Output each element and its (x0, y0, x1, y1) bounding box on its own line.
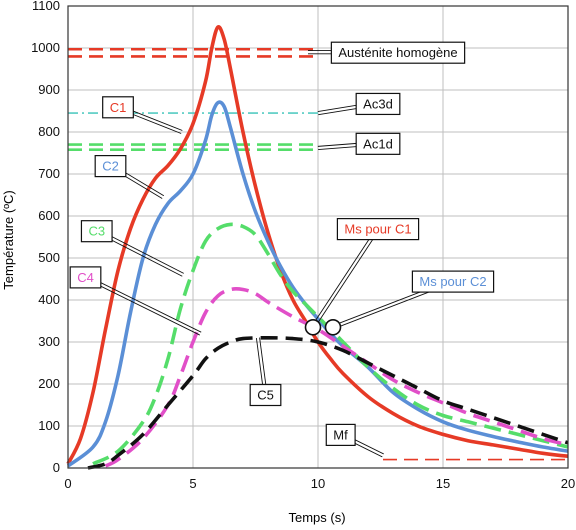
label-c5: C5 (249, 383, 282, 407)
label-text-c5: C5 (257, 388, 274, 403)
ms-markers (304, 318, 342, 336)
label-text-ms-pour-c2: Ms pour C2 (419, 274, 486, 289)
leader-line-c4 (86, 275, 202, 333)
y-tick-label: 1000 (31, 40, 60, 55)
y-tick-label: 600 (38, 208, 60, 223)
y-tick-label: 200 (38, 376, 60, 391)
label-box-c5 (249, 383, 282, 407)
label-text-c4: C4 (77, 270, 94, 285)
series-line-c4 (104, 287, 569, 468)
y-tick-label: 500 (38, 250, 60, 265)
label-box-ms-pour-c1 (336, 218, 420, 241)
label-ms-pour-c1: Ms pour C1 (336, 218, 420, 241)
plot-frame (67, 5, 569, 469)
label-box-ms-pour-c2 (411, 270, 495, 293)
marker-ms-pour-c1 (304, 318, 322, 336)
label-mf: Mf (325, 423, 356, 446)
label-box-ac3d (355, 92, 401, 116)
label-text-ac3d: Ac3d (363, 96, 393, 111)
leader-line-c4 (84, 277, 200, 336)
label-box-c2 (94, 155, 127, 178)
leader-line-ms-pour-c1 (311, 227, 378, 327)
label-ms-pour-c2: Ms pour C2 (411, 270, 495, 293)
label-text-c1: C1 (110, 100, 127, 115)
series-lines (66, 25, 569, 470)
series-line-c5 (87, 336, 569, 470)
label-box-c1 (102, 96, 134, 119)
axes: 0 100 200 300 400 500 600 700 800 900 1000 1100 0 5 10… (31, 0, 575, 491)
x-tick-label: 0 (64, 476, 71, 491)
y-tick-label: 0 (53, 460, 60, 475)
y-tick-label: 700 (38, 166, 60, 181)
label-text-aust-nite-homog-ne: Austénite homogène (338, 45, 457, 60)
y-tick-label: 400 (38, 292, 60, 307)
series-line-c3 (92, 222, 569, 466)
label-c3: C3 (80, 220, 113, 243)
label-text-c3: C3 (88, 224, 105, 239)
x-tick-label: 10 (311, 476, 325, 491)
label-c2: C2 (94, 155, 127, 178)
x-tick-label: 20 (561, 476, 575, 491)
label-text-ac1d: Ac1d (363, 136, 393, 151)
label-aust-nite-homog-ne: Austénite homogène (330, 41, 466, 64)
series-line-c1 (66, 25, 569, 465)
leader-line-ms-pour-c1 (313, 229, 380, 329)
y-axis-label: Température (ºC) (1, 190, 16, 289)
x-tick-label: 15 (436, 476, 450, 491)
x-axis-label: Temps (s) (288, 510, 345, 525)
label-text-c2: C2 (102, 159, 119, 174)
label-text-ms-pour-c1: Ms pour C1 (344, 222, 411, 237)
label-box-c4 (69, 266, 102, 289)
x-tick-label: 5 (189, 476, 196, 491)
y-tick-label: 800 (38, 124, 60, 139)
y-tick-label: 900 (38, 82, 60, 97)
y-tick-label: 100 (38, 418, 60, 433)
label-box-mf (325, 423, 356, 446)
label-box-ac1d (355, 132, 401, 155)
y-tick-label: 300 (38, 334, 60, 349)
label-box-aust-nite-homog-ne (330, 41, 466, 64)
marker-ms-pour-c2 (324, 318, 342, 336)
label-c4: C4 (69, 266, 102, 289)
label-box-c3 (80, 220, 113, 243)
label-text-mf: Mf (333, 427, 348, 442)
label-ac1d: Ac1d (355, 132, 401, 155)
y-tick-label: 1100 (32, 0, 60, 13)
label-c1: C1 (102, 96, 134, 119)
label-ac3d: Ac3d (355, 92, 401, 116)
series-line-c2 (66, 100, 569, 468)
annotation-labels: C1 C2 C3 C4 C5 Austénite homogène Ac3d Ac1d Ms p… (69, 41, 495, 446)
grid (67, 5, 569, 469)
